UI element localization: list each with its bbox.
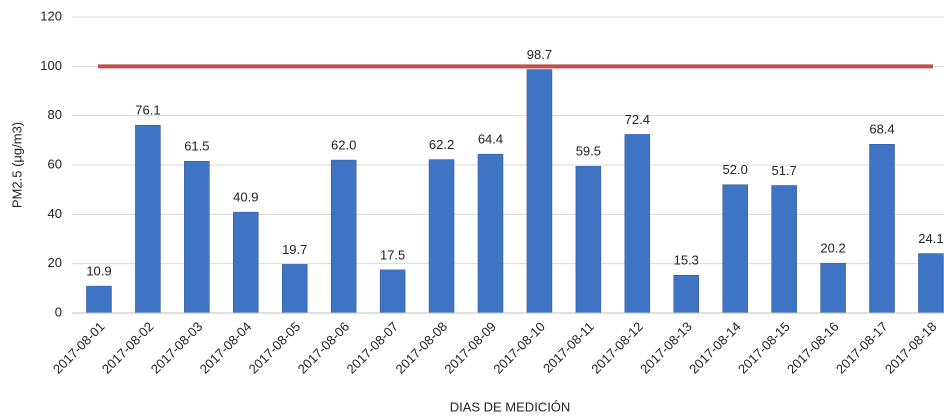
data-label: 40.9	[233, 190, 258, 205]
data-label: 98.7	[527, 47, 552, 62]
y-tick-label: 120	[40, 8, 62, 23]
x-tick-label: 2017-08-15	[735, 319, 793, 377]
bar	[673, 275, 699, 314]
bar	[771, 185, 797, 314]
data-label: 52.0	[723, 162, 748, 177]
data-label: 20.2	[820, 241, 845, 256]
data-label: 59.5	[576, 144, 601, 159]
bar	[379, 269, 406, 314]
x-tick-label: 2017-08-10	[490, 319, 548, 377]
y-axis-title: PM2.5 (µg/m3)	[9, 122, 24, 208]
y-tick-label: 0	[55, 304, 62, 319]
x-tick-label: 2017-08-09	[441, 319, 499, 377]
bar	[330, 159, 357, 314]
data-label: 15.3	[674, 253, 699, 268]
y-tick-label: 80	[48, 107, 62, 122]
x-tick-label: 2017-08-17	[833, 319, 891, 377]
x-tick-label: 2017-08-03	[148, 319, 206, 377]
x-tick-label: 2017-08-16	[784, 319, 842, 377]
data-label: 72.4	[625, 112, 650, 127]
data-label: 62.2	[429, 137, 454, 152]
bar	[918, 253, 944, 314]
bar	[477, 153, 504, 314]
bar	[233, 211, 259, 314]
y-tick-label: 20	[48, 255, 62, 270]
data-label: 10.9	[86, 264, 111, 279]
data-label: 17.5	[380, 247, 405, 262]
data-label: 68.4	[869, 122, 894, 137]
bar	[722, 184, 748, 314]
bar	[624, 134, 651, 314]
bar	[135, 125, 161, 314]
data-label: 64.4	[478, 132, 503, 147]
x-tick-label: 2017-08-13	[637, 319, 695, 377]
x-tick-label: 2017-08-01	[50, 319, 108, 377]
data-label: 61.5	[184, 139, 209, 154]
y-tick-label: 40	[48, 206, 62, 221]
x-tick-label: 2017-08-02	[99, 319, 157, 377]
x-tick-label: 2017-08-07	[344, 319, 402, 377]
data-label: 24.1	[918, 231, 943, 246]
bar	[575, 165, 602, 314]
y-tick-label: 100	[40, 58, 62, 73]
y-tick-label: 60	[48, 156, 62, 171]
bar	[281, 264, 308, 314]
bar	[526, 69, 553, 314]
x-tick-label: 2017-08-05	[246, 319, 304, 377]
data-label: 62.0	[331, 138, 356, 153]
bar	[428, 159, 455, 314]
x-tick-label: 2017-08-12	[588, 319, 646, 377]
x-tick-label: 2017-08-14	[686, 319, 744, 377]
x-tick-label: 2017-08-18	[882, 319, 940, 377]
data-label: 51.7	[771, 163, 796, 178]
x-tick-label: 2017-08-08	[392, 319, 450, 377]
bar	[86, 285, 112, 314]
bar	[820, 262, 846, 314]
data-label: 76.1	[135, 103, 160, 118]
x-axis-title: DIAS DE MEDICIÓN	[450, 399, 571, 414]
bar	[869, 144, 895, 314]
bar	[184, 161, 210, 314]
x-tick-label: 2017-08-04	[197, 319, 255, 377]
x-tick-label: 2017-08-06	[295, 319, 353, 377]
data-label: 19.7	[282, 242, 307, 257]
